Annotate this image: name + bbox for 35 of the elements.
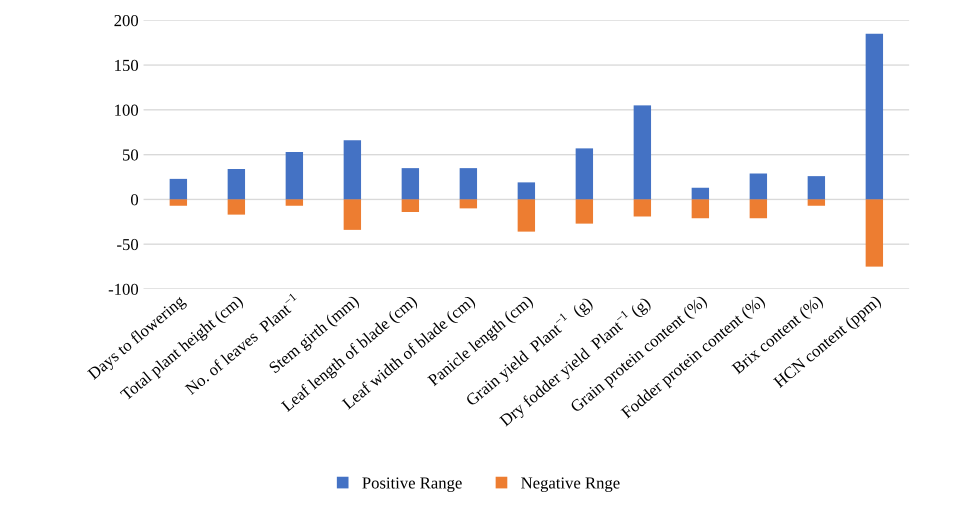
y-tick-label: -100 bbox=[108, 284, 138, 295]
bar bbox=[692, 188, 710, 200]
legend-label: Negative Rnge bbox=[521, 477, 620, 492]
bar bbox=[170, 178, 188, 200]
bar bbox=[692, 199, 710, 218]
bar bbox=[634, 105, 652, 200]
bar bbox=[576, 148, 594, 200]
y-tick-label: 0 bbox=[130, 194, 138, 206]
bar bbox=[286, 199, 304, 206]
bar bbox=[286, 152, 304, 200]
bar bbox=[866, 34, 884, 200]
bar bbox=[518, 182, 536, 200]
y-tick-label: 100 bbox=[115, 104, 138, 116]
y-tick-label: 200 bbox=[114, 14, 138, 26]
bar bbox=[402, 199, 420, 212]
bar bbox=[228, 199, 246, 215]
legend-label: Positive Range bbox=[362, 477, 462, 492]
bar bbox=[228, 168, 246, 200]
bar bbox=[344, 140, 362, 200]
bar bbox=[344, 199, 362, 230]
bar bbox=[402, 168, 420, 200]
y-tick-label: -50 bbox=[117, 238, 138, 250]
bar bbox=[634, 199, 652, 216]
bar bbox=[170, 199, 188, 206]
bar bbox=[460, 199, 478, 208]
bar bbox=[518, 199, 536, 232]
bar bbox=[576, 199, 594, 224]
y-tick-label: 150 bbox=[115, 60, 138, 72]
y-tick-label: 50 bbox=[122, 149, 138, 161]
bar bbox=[460, 168, 478, 200]
bar bbox=[866, 199, 884, 267]
bar bbox=[750, 173, 768, 200]
bar bbox=[750, 199, 768, 218]
bar bbox=[808, 199, 826, 206]
bar bbox=[808, 176, 826, 200]
